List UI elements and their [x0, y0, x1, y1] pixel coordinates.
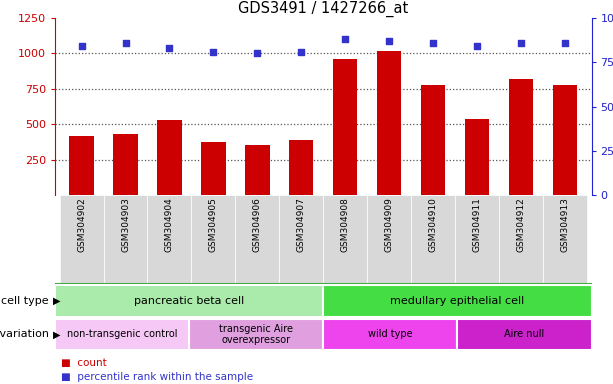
Bar: [377, 51, 402, 195]
Point: [560, 40, 570, 46]
Bar: [553, 84, 577, 195]
Point: [208, 49, 218, 55]
Bar: [59, 195, 104, 284]
Text: wild type: wild type: [368, 329, 413, 339]
Bar: [113, 134, 137, 195]
Point: [253, 50, 262, 56]
Bar: [235, 195, 280, 284]
Bar: [55, 319, 189, 350]
Bar: [148, 195, 191, 284]
Bar: [324, 285, 592, 317]
Bar: [201, 142, 226, 195]
Point: [516, 40, 526, 46]
Bar: [289, 140, 313, 195]
Text: GSM304909: GSM304909: [385, 197, 394, 252]
Text: pancreatic beta cell: pancreatic beta cell: [134, 296, 245, 306]
Text: transgenic Aire
overexpressor: transgenic Aire overexpressor: [219, 324, 293, 345]
Text: GSM304906: GSM304906: [253, 197, 262, 252]
Bar: [421, 84, 446, 195]
Text: cell type: cell type: [1, 296, 52, 306]
Text: ■  percentile rank within the sample: ■ percentile rank within the sample: [61, 372, 253, 382]
Text: GSM304904: GSM304904: [165, 197, 174, 252]
Point: [384, 38, 394, 44]
Bar: [55, 285, 324, 317]
Text: ■  count: ■ count: [61, 358, 107, 368]
Bar: [499, 195, 543, 284]
Text: GSM304902: GSM304902: [77, 197, 86, 252]
Bar: [189, 319, 324, 350]
Point: [297, 49, 306, 55]
Text: medullary epithelial cell: medullary epithelial cell: [390, 296, 525, 306]
Text: genotype/variation: genotype/variation: [0, 329, 52, 339]
Bar: [457, 319, 592, 350]
Bar: [465, 119, 489, 195]
Text: ▶: ▶: [53, 296, 61, 306]
Point: [340, 36, 350, 42]
Bar: [509, 79, 533, 195]
Bar: [104, 195, 148, 284]
Point: [164, 45, 174, 51]
Text: GSM304907: GSM304907: [297, 197, 306, 252]
Bar: [324, 195, 367, 284]
Bar: [280, 195, 324, 284]
Text: non-transgenic control: non-transgenic control: [67, 329, 178, 339]
Text: GSM304903: GSM304903: [121, 197, 130, 252]
Text: GSM304910: GSM304910: [428, 197, 438, 252]
Bar: [543, 195, 587, 284]
Bar: [69, 136, 94, 195]
Bar: [158, 120, 181, 195]
Bar: [191, 195, 235, 284]
Bar: [324, 319, 457, 350]
Text: GSM304912: GSM304912: [517, 197, 526, 252]
Text: GSM304913: GSM304913: [561, 197, 569, 252]
Text: Aire null: Aire null: [504, 329, 544, 339]
Text: GSM304911: GSM304911: [473, 197, 482, 252]
Point: [473, 43, 482, 50]
Point: [77, 43, 86, 50]
Text: ▶: ▶: [53, 329, 61, 339]
Point: [428, 40, 438, 46]
Text: GSM304905: GSM304905: [209, 197, 218, 252]
Title: GDS3491 / 1427266_at: GDS3491 / 1427266_at: [238, 0, 408, 17]
Bar: [367, 195, 411, 284]
Bar: [333, 59, 357, 195]
Bar: [245, 145, 270, 195]
Point: [121, 40, 131, 46]
Text: GSM304908: GSM304908: [341, 197, 350, 252]
Bar: [411, 195, 455, 284]
Bar: [455, 195, 499, 284]
